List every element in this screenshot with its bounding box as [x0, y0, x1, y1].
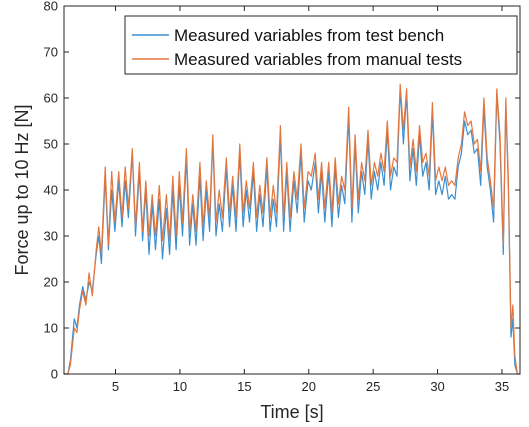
x-tick-label: 25 [366, 379, 380, 394]
y-tick-label: 40 [44, 183, 58, 198]
y-axis-ticks: 0 10 20 30 40 50 60 70 80 [44, 0, 520, 382]
y-tick-label: 30 [44, 229, 58, 244]
y-tick-label: 60 [44, 91, 58, 106]
y-tick-label: 80 [44, 0, 58, 14]
legend-box [124, 15, 518, 75]
x-tick-label: 10 [173, 379, 187, 394]
x-axis-label: Time [s] [260, 402, 323, 422]
x-axis-ticks: 5 10 15 20 25 30 35 [112, 6, 509, 394]
x-tick-label: 30 [430, 379, 444, 394]
x-tick-label: 35 [495, 379, 509, 394]
series-layer [64, 83, 520, 375]
y-tick-label: 70 [44, 45, 58, 60]
x-tick-label: 15 [237, 379, 251, 394]
legend: Measured variables from test bench Measu… [124, 15, 518, 75]
legend-label-test-bench: Measured variables from test bench [174, 26, 444, 45]
legend-label-manual-tests: Measured variables from manual tests [174, 50, 462, 69]
plot-frame [63, 5, 521, 375]
y-tick-label: 20 [44, 275, 58, 290]
y-tick-label: 10 [44, 321, 58, 336]
y-tick-label: 50 [44, 137, 58, 152]
series-line-manual-tests [64, 83, 520, 375]
y-axis-label: Force up to 10 Hz [N] [12, 104, 32, 275]
x-tick-label: 5 [112, 379, 119, 394]
x-tick-label: 20 [302, 379, 316, 394]
series-line-test-bench [64, 88, 520, 375]
y-tick-label: 0 [51, 367, 58, 382]
